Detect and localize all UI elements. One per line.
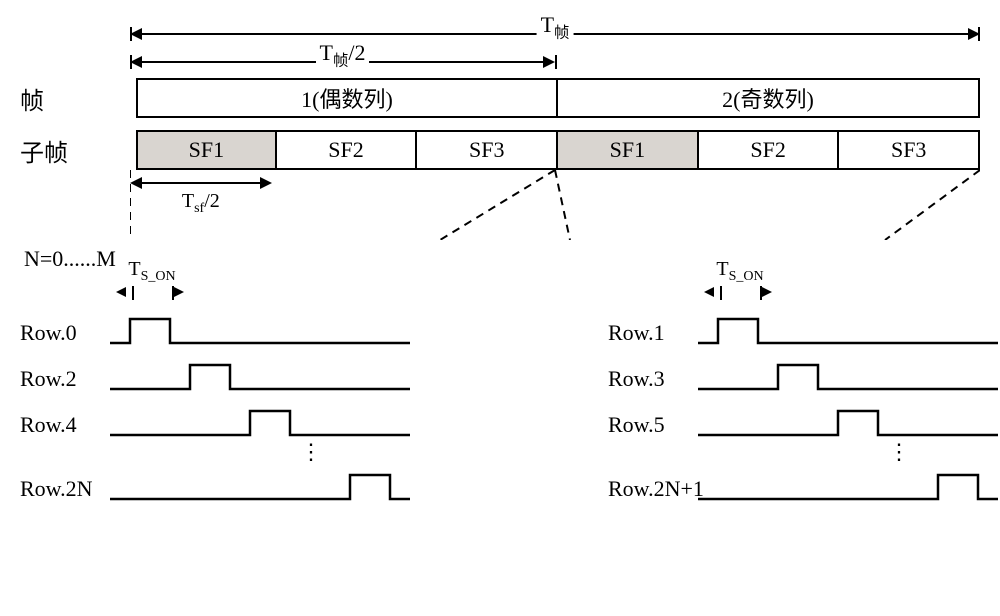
subframe-cell: SF1: [558, 130, 699, 170]
pulse-waveform: [698, 465, 998, 505]
vertical-ellipsis: ⋮: [698, 446, 1000, 464]
scan-right: TS_ON Row.1 Row.3 Row.5⋮Row.2N+1: [608, 244, 1000, 510]
scan-row-label: Row.2N+1: [608, 476, 698, 510]
subframe-row-title: 子帧: [20, 133, 136, 168]
ts-on-label: TS_ON: [128, 258, 175, 285]
scan-row-label: Row.2: [20, 366, 110, 400]
scan-row-label: Row.4: [20, 412, 110, 446]
scan-row: Row.2N: [20, 464, 600, 510]
pulse-waveform: [110, 465, 410, 505]
scan-row-label: Row.5: [608, 412, 698, 446]
scan-row: Row.0: [20, 308, 600, 354]
scan-row: Row.1: [608, 308, 1000, 354]
ts-on-label: TS_ON: [716, 258, 763, 285]
frame-row-title: 帧: [20, 81, 136, 116]
t-frame-label: T帧: [537, 12, 574, 42]
scan-row-label: Row.3: [608, 366, 698, 400]
scan-section: N=0......M TS_ON Row.0Row.2Row.4⋮Row.2N …: [20, 244, 980, 510]
dim-t-frame-row: T帧: [20, 20, 980, 48]
frame-row: 帧 1(偶数列)2(奇数列): [20, 78, 980, 118]
tsf-and-dashes: Tsf/2: [20, 170, 980, 240]
pulse-waveform: [110, 401, 410, 441]
dim-t-half-row: T帧/2: [20, 48, 980, 76]
frame-cell: 2(奇数列): [558, 78, 980, 118]
scan-row: Row.5: [608, 400, 1000, 446]
scan-left: N=0......M TS_ON Row.0 Row.2 Row.4⋮Row.2N: [20, 244, 608, 510]
t-half-label: T帧/2: [316, 40, 370, 70]
scan-row: Row.2: [20, 354, 600, 400]
tsf-half-label: Tsf/2: [178, 190, 224, 217]
scan-row-label: Row.2N: [20, 476, 110, 510]
scan-row: Row.3: [608, 354, 1000, 400]
scan-row-label: Row.0: [20, 320, 110, 354]
pulse-waveform: [698, 401, 998, 441]
pulse-waveform: [110, 309, 410, 349]
frame-cell: 1(偶数列): [136, 78, 558, 118]
pulse-waveform: [110, 355, 410, 395]
pulse-waveform: [698, 355, 998, 395]
vertical-ellipsis: ⋮: [110, 446, 600, 464]
subframe-cell: SF3: [839, 130, 980, 170]
subframe-cell: SF2: [699, 130, 840, 170]
subframe-cell: SF1: [136, 130, 277, 170]
pulse-waveform: [698, 309, 998, 349]
timing-diagram: T帧 T帧/2 帧 1(偶数列)2(奇数列) 子帧 SF1SF2SF3SF1SF…: [20, 20, 980, 510]
subframe-cell: SF2: [277, 130, 418, 170]
subframe-cell: SF3: [417, 130, 558, 170]
scan-header-left: N=0......M: [24, 246, 600, 272]
subframe-row: 子帧 SF1SF2SF3SF1SF2SF3: [20, 130, 980, 170]
scan-row-label: Row.1: [608, 320, 698, 354]
scan-row: Row.2N+1: [608, 464, 1000, 510]
